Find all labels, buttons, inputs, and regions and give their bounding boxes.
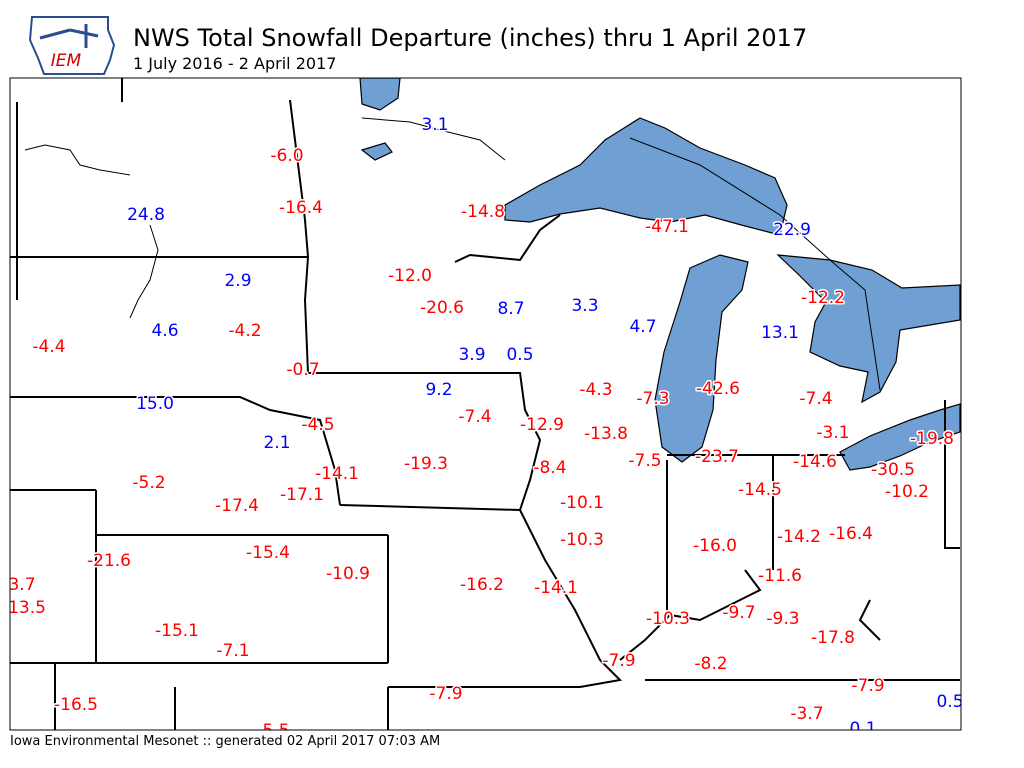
- value-label: -10.2: [885, 482, 929, 502]
- value-label: -7.9: [429, 684, 462, 704]
- state-borders: [10, 78, 960, 730]
- basemap: 3.1 -6.0 -16.4 -14.8 -47.1 22.9 24.8 -12.0 2.9 -1…: [8, 78, 963, 741]
- value-label: -14.1: [534, 578, 578, 598]
- value-label: -7.4: [799, 389, 832, 409]
- value-label: -0.7: [286, 360, 319, 380]
- value-label: 8.7: [497, 299, 524, 319]
- value-label: 13.5: [8, 598, 46, 618]
- lake-michigan: [654, 254, 749, 463]
- value-label: -16.0: [693, 536, 737, 556]
- value-label: -3.1: [816, 423, 849, 443]
- value-label: -13.8: [584, 424, 628, 444]
- value-label: 13.1: [761, 323, 799, 343]
- value-label: -15.1: [155, 621, 199, 641]
- value-label: 22.9: [773, 220, 811, 240]
- value-label: -4.5: [301, 415, 334, 435]
- value-label: -10.3: [560, 530, 604, 550]
- value-label: -7.4: [458, 407, 491, 427]
- value-label: -10.9: [326, 564, 370, 584]
- value-label: -14.1: [315, 464, 359, 484]
- value-label: -30.5: [871, 460, 915, 480]
- value-label: -5.2: [132, 473, 165, 493]
- value-label: -7.9: [851, 676, 884, 696]
- value-label: 2.9: [224, 271, 251, 291]
- value-label: -16.2: [460, 575, 504, 595]
- value-label: 3.3: [571, 296, 598, 316]
- value-label: -11.6: [758, 566, 802, 586]
- title: NWS Total Snowfall Departure (inches) th…: [133, 24, 807, 52]
- value-label: -12.0: [388, 266, 432, 286]
- value-label: 3.7: [8, 575, 35, 595]
- value-label: -17.8: [811, 628, 855, 648]
- logo: IEM: [28, 16, 116, 75]
- value-label: -20.6: [420, 298, 464, 318]
- value-label: -19.8: [910, 429, 954, 449]
- value-label: 0.5: [936, 692, 963, 712]
- lake-superior: [504, 117, 788, 236]
- value-label: -10.1: [560, 493, 604, 513]
- value-label: -7.5: [628, 451, 661, 471]
- value-label: -14.8: [461, 202, 505, 222]
- value-label: -7.1: [216, 641, 249, 661]
- value-label: -14.2: [777, 527, 821, 547]
- canada-border: [361, 117, 881, 391]
- value-label: 24.8: [127, 205, 165, 225]
- lake-erie: [839, 403, 961, 471]
- value-label: -4.2: [228, 321, 261, 341]
- value-label: -16.5: [54, 695, 98, 715]
- value-label: -6.0: [270, 146, 303, 166]
- value-labels: 3.1 -6.0 -16.4 -14.8 -47.1 22.9 24.8 -12.0 2.9 -1…: [8, 114, 963, 741]
- value-label: -9.3: [766, 609, 799, 629]
- value-label: 4.6: [151, 321, 178, 341]
- value-label: -8.4: [533, 458, 566, 478]
- value-label: -14.6: [793, 452, 837, 472]
- value-label: -14.5: [738, 480, 782, 500]
- value-label: 2.1: [263, 433, 290, 453]
- value-label: -16.4: [829, 524, 873, 544]
- value-label: -10.3: [646, 609, 690, 629]
- value-label: -9.7: [722, 603, 755, 623]
- value-label: 4.7: [629, 317, 656, 337]
- value-label: -21.6: [87, 551, 131, 571]
- value-label: 0.5: [506, 345, 533, 365]
- value-label: -7.3: [636, 389, 669, 409]
- value-label: -47.1: [645, 217, 689, 237]
- map-frame: [9, 77, 962, 731]
- footer: Iowa Environmental Mesonet :: generated …: [10, 734, 440, 749]
- value-label: -17.4: [215, 496, 259, 516]
- value-label: -19.3: [404, 454, 448, 474]
- value-label: -4.3: [579, 380, 612, 400]
- value-label: -3.7: [790, 704, 823, 724]
- value-label: 9.2: [425, 380, 452, 400]
- lake-winnipeg: [359, 78, 401, 111]
- value-label: 15.0: [136, 394, 174, 414]
- value-label: -12.2: [801, 288, 845, 308]
- value-label: -4.4: [32, 337, 65, 357]
- value-label: -42.6: [696, 379, 740, 399]
- logo-text: IEM: [51, 51, 82, 71]
- value-label: 3.1: [421, 115, 448, 135]
- value-label: -16.4: [279, 198, 323, 218]
- lake-huron: [776, 254, 961, 404]
- value-label: -17.1: [280, 485, 324, 505]
- lake-of-woods: [360, 142, 393, 161]
- value-label: -23.7: [695, 447, 739, 467]
- value-label: 3.9: [458, 345, 485, 365]
- value-label: -15.4: [246, 543, 290, 563]
- subtitle: 1 July 2016 - 2 April 2017: [133, 54, 336, 73]
- value-label: -12.9: [520, 415, 564, 435]
- value-label: -7.9: [602, 651, 635, 671]
- value-label: -8.2: [694, 654, 727, 674]
- missouri-river: [24, 144, 159, 319]
- value-label: 0.1: [849, 719, 876, 739]
- value-label: -5.5: [256, 721, 289, 741]
